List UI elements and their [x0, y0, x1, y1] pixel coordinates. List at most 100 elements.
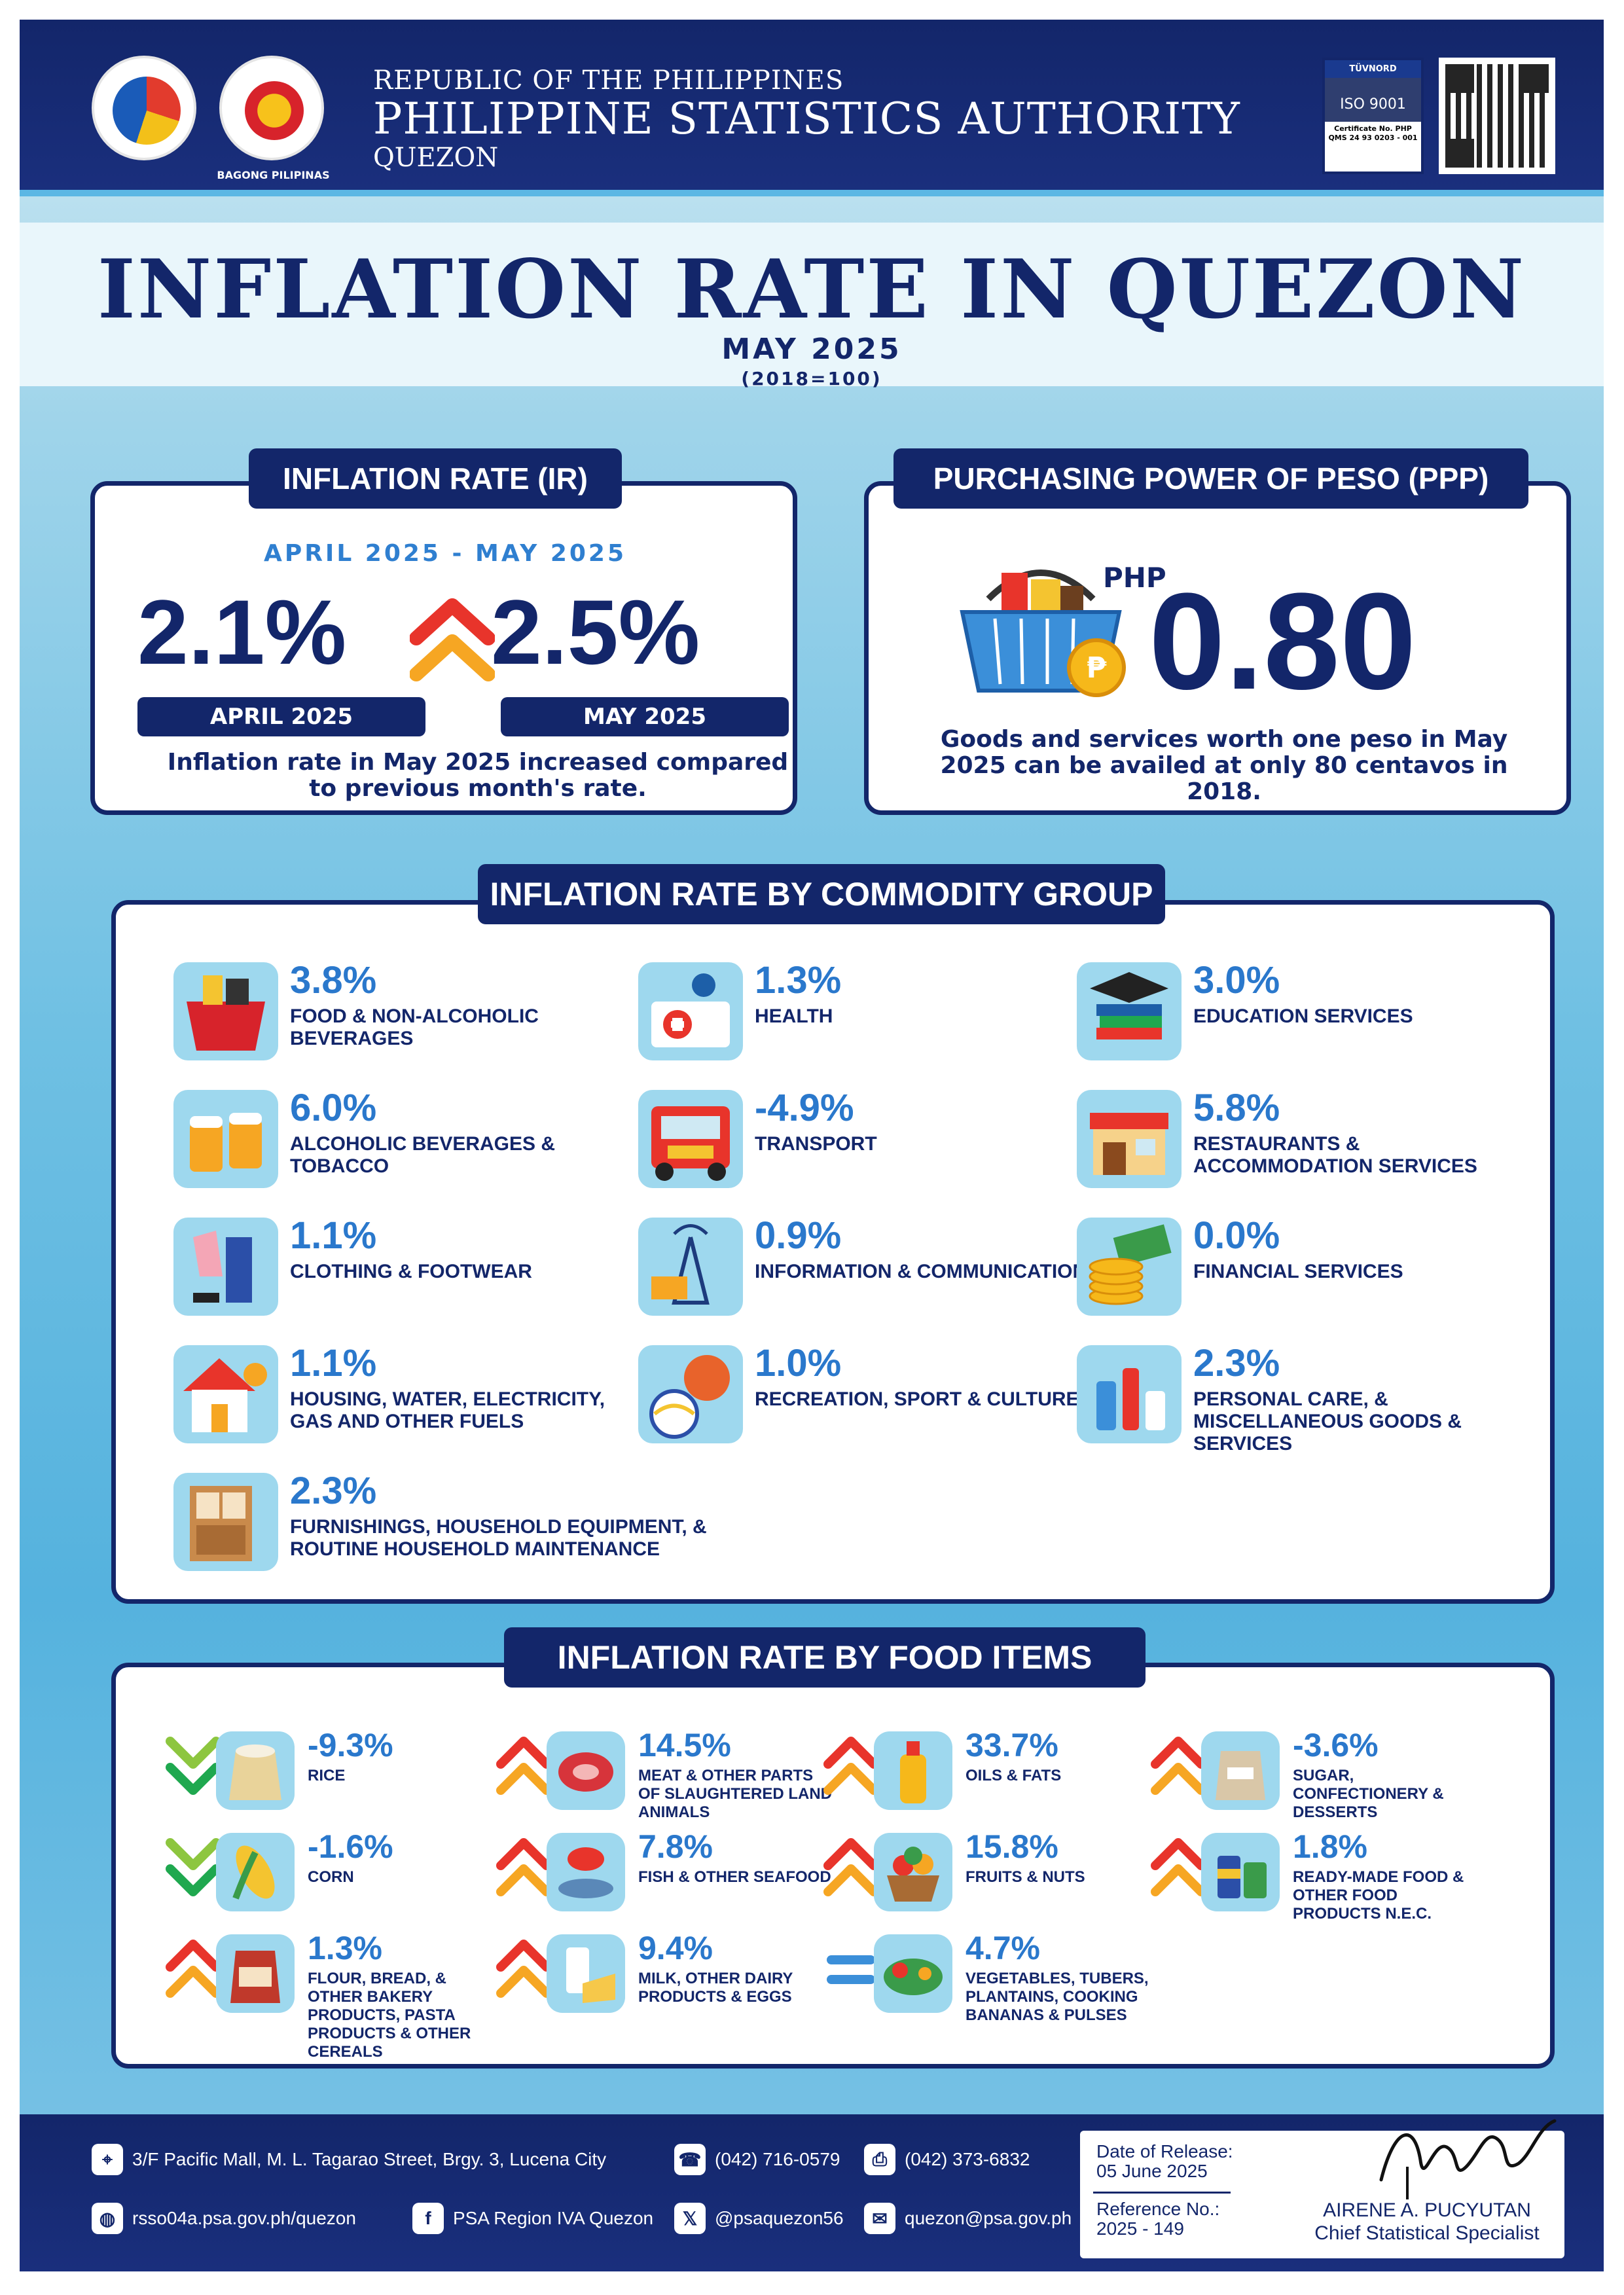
- food-value: 4.7%: [965, 1930, 1040, 1966]
- commodity-item: 1.0% RECREATION, SPORT & CULTURE: [638, 1342, 1096, 1456]
- food-name: READY-MADE FOOD & OTHER FOOD PRODUCTS N.…: [1293, 1868, 1464, 1923]
- food-value: 14.5%: [638, 1727, 731, 1763]
- qr-code-icon[interactable]: [1439, 58, 1555, 174]
- commodity-group-heading: INFLATION RATE BY COMMODITY GROUP: [478, 864, 1165, 924]
- clothing-icon: [173, 1218, 278, 1316]
- signatory-name: AIRENE A. PUCYUTAN: [1323, 2199, 1531, 2221]
- commodity-item: 6.0% ALCOHOLIC BEVERAGES & TOBACCO: [173, 1087, 632, 1201]
- up-arrow-icon: [496, 1940, 551, 1998]
- increase-arrow-icon: [410, 598, 495, 681]
- food-name: OILS & FATS: [965, 1767, 1062, 1784]
- bagong-pilipinas-logo: [219, 56, 324, 160]
- commodity-value: 2.3%: [290, 1470, 377, 1512]
- purchasing-power-value: 0.80: [1149, 564, 1416, 718]
- commodity-item: 3.8% FOOD & NON-ALCOHOLIC BEVERAGES: [173, 959, 632, 1074]
- twitter-line[interactable]: 𝕏 @psaquezon56: [674, 2203, 844, 2234]
- email-link[interactable]: quezon@psa.gov.ph: [905, 2208, 1072, 2228]
- commodity-name: HOUSING, WATER, ELECTRICITY, GAS AND OTH…: [290, 1388, 605, 1432]
- fax-icon: ⎙: [864, 2144, 895, 2175]
- release-divider: [1093, 2192, 1231, 2194]
- grocery-basket-icon: [173, 962, 278, 1060]
- iso-brand: TÜVNORD: [1325, 60, 1421, 78]
- commodity-name: RESTAURANTS & ACCOMMODATION SERVICES: [1193, 1133, 1477, 1177]
- food-item: 1.3% FLOUR, BREAD, & OTHER BAKERY PRODUC…: [164, 1930, 504, 2061]
- iso-standard: ISO 9001: [1325, 78, 1421, 122]
- commodity-value: 1.0%: [755, 1342, 842, 1384]
- meat-icon: [547, 1731, 625, 1810]
- food-name: VEGETABLES, TUBERS, PLANTAINS, COOKING B…: [965, 1970, 1149, 2024]
- april-rate: 2.1%: [137, 581, 347, 683]
- website-line[interactable]: ◍ rsso04a.psa.gov.ph/quezon: [92, 2203, 356, 2234]
- seafood-icon: [547, 1833, 625, 1911]
- commodity-item: 1.1% HOUSING, WATER, ELECTRICITY, GAS AN…: [173, 1342, 632, 1456]
- sports-balls-icon: [638, 1345, 743, 1443]
- website-link[interactable]: rsso04a.psa.gov.ph/quezon: [132, 2208, 356, 2228]
- email-line[interactable]: ✉ quezon@psa.gov.ph: [864, 2203, 1072, 2234]
- reference-label: Reference No.:: [1096, 2199, 1220, 2219]
- commodity-name: RECREATION, SPORT & CULTURE: [755, 1388, 1079, 1410]
- communication-tower-icon: [638, 1218, 743, 1316]
- commodity-item: 0.9% INFORMATION & COMMUNICATION: [638, 1214, 1096, 1329]
- food-item: -9.3% RICE: [164, 1727, 504, 1830]
- signatory-title: Chief Statistical Specialist: [1314, 2222, 1540, 2244]
- commodity-item: 2.3% FURNISHINGS, HOUSEHOLD EQUIPMENT, &…: [173, 1470, 763, 1584]
- food-item: 14.5% MEAT & OTHER PARTS OF SLAUGHTERED …: [494, 1727, 835, 1830]
- commodity-value: 3.8%: [290, 959, 377, 1002]
- up-arrow-icon: [496, 1737, 551, 1795]
- up-arrow-icon: [823, 1737, 878, 1795]
- fax-text[interactable]: (042) 373-6832: [905, 2149, 1030, 2169]
- purchasing-power-heading: PURCHASING POWER OF PESO (PPP): [893, 448, 1528, 509]
- commodity-name: TRANSPORT: [755, 1133, 877, 1155]
- fruit-basket-icon: [874, 1833, 952, 1911]
- up-arrow-icon: [496, 1838, 551, 1896]
- agency-name: PHILIPPINE STATISTICS AUTHORITY: [373, 94, 1240, 144]
- food-name: MEAT & OTHER PARTS OF SLAUGHTERED LAND A…: [638, 1767, 832, 1821]
- commodity-item: -4.9% TRANSPORT: [638, 1087, 1096, 1201]
- money-icon: [1077, 1218, 1182, 1316]
- fax-line[interactable]: ⎙ (042) 373-6832: [864, 2144, 1030, 2175]
- corn-icon: [216, 1833, 295, 1911]
- address-text: 3/F Pacific Mall, M. L. Tagarao Street, …: [132, 2149, 607, 2169]
- facebook-line[interactable]: f PSA Region IVA Quezon: [412, 2203, 653, 2234]
- house-icon: [173, 1345, 278, 1443]
- flour-sack-icon: [216, 1934, 295, 2013]
- facebook-icon: f: [412, 2203, 444, 2234]
- signature-image: [1379, 2119, 1557, 2199]
- facebook-link[interactable]: PSA Region IVA Quezon: [453, 2208, 654, 2228]
- may-rate: 2.5%: [491, 581, 700, 683]
- phone-line[interactable]: ☎ (042) 716-0579: [674, 2144, 840, 2175]
- svg-text:₱: ₱: [1087, 651, 1107, 685]
- commodity-item: 0.0% FINANCIAL SERVICES: [1077, 1214, 1535, 1329]
- commodity-value: 1.1%: [290, 1214, 377, 1257]
- commodity-name: ALCOHOLIC BEVERAGES & TOBACCO: [290, 1133, 556, 1177]
- purchasing-power-note: Goods and services worth one peso in May…: [940, 726, 1508, 805]
- personal-care-icon: [1077, 1345, 1182, 1443]
- graduation-icon: [1077, 962, 1182, 1060]
- up-arrow-icon: [823, 1838, 878, 1896]
- rice-sack-icon: [216, 1731, 295, 1810]
- commodity-name: INFORMATION & COMMUNICATION: [755, 1261, 1087, 1282]
- commodity-value: -4.9%: [755, 1087, 854, 1129]
- office-name: QUEZON: [373, 143, 499, 173]
- commodity-name: FINANCIAL SERVICES: [1193, 1261, 1403, 1282]
- food-name: FISH & OTHER SEAFOOD: [638, 1868, 831, 1886]
- twitter-link[interactable]: @psaquezon56: [715, 2208, 844, 2228]
- food-value: 7.8%: [638, 1828, 713, 1865]
- food-value: -1.6%: [308, 1828, 393, 1865]
- commodity-value: 0.9%: [755, 1214, 842, 1257]
- commodity-name: EDUCATION SERVICES: [1193, 1005, 1413, 1027]
- up-arrow-icon: [1151, 1737, 1206, 1795]
- release-info-box: [1080, 2131, 1564, 2258]
- psa-logo: [92, 56, 196, 160]
- currency-label: PHP: [1103, 562, 1166, 594]
- iso-certificate: Certificate No. PHP QMS 24 93 0203 - 001: [1328, 124, 1418, 142]
- commodity-item: 3.0% EDUCATION SERVICES: [1077, 959, 1535, 1074]
- phone-text[interactable]: (042) 716-0579: [715, 2149, 840, 2169]
- food-name: CORN: [308, 1868, 354, 1886]
- food-item: 15.8% FRUITS & NUTS: [821, 1828, 1162, 1931]
- food-value: 9.4%: [638, 1930, 713, 1966]
- commodity-value: 2.3%: [1193, 1342, 1280, 1384]
- may-label: MAY 2025: [501, 697, 789, 736]
- republic-text: REPUBLIC OF THE PHILIPPINES: [373, 65, 844, 96]
- beer-mugs-icon: [173, 1090, 278, 1188]
